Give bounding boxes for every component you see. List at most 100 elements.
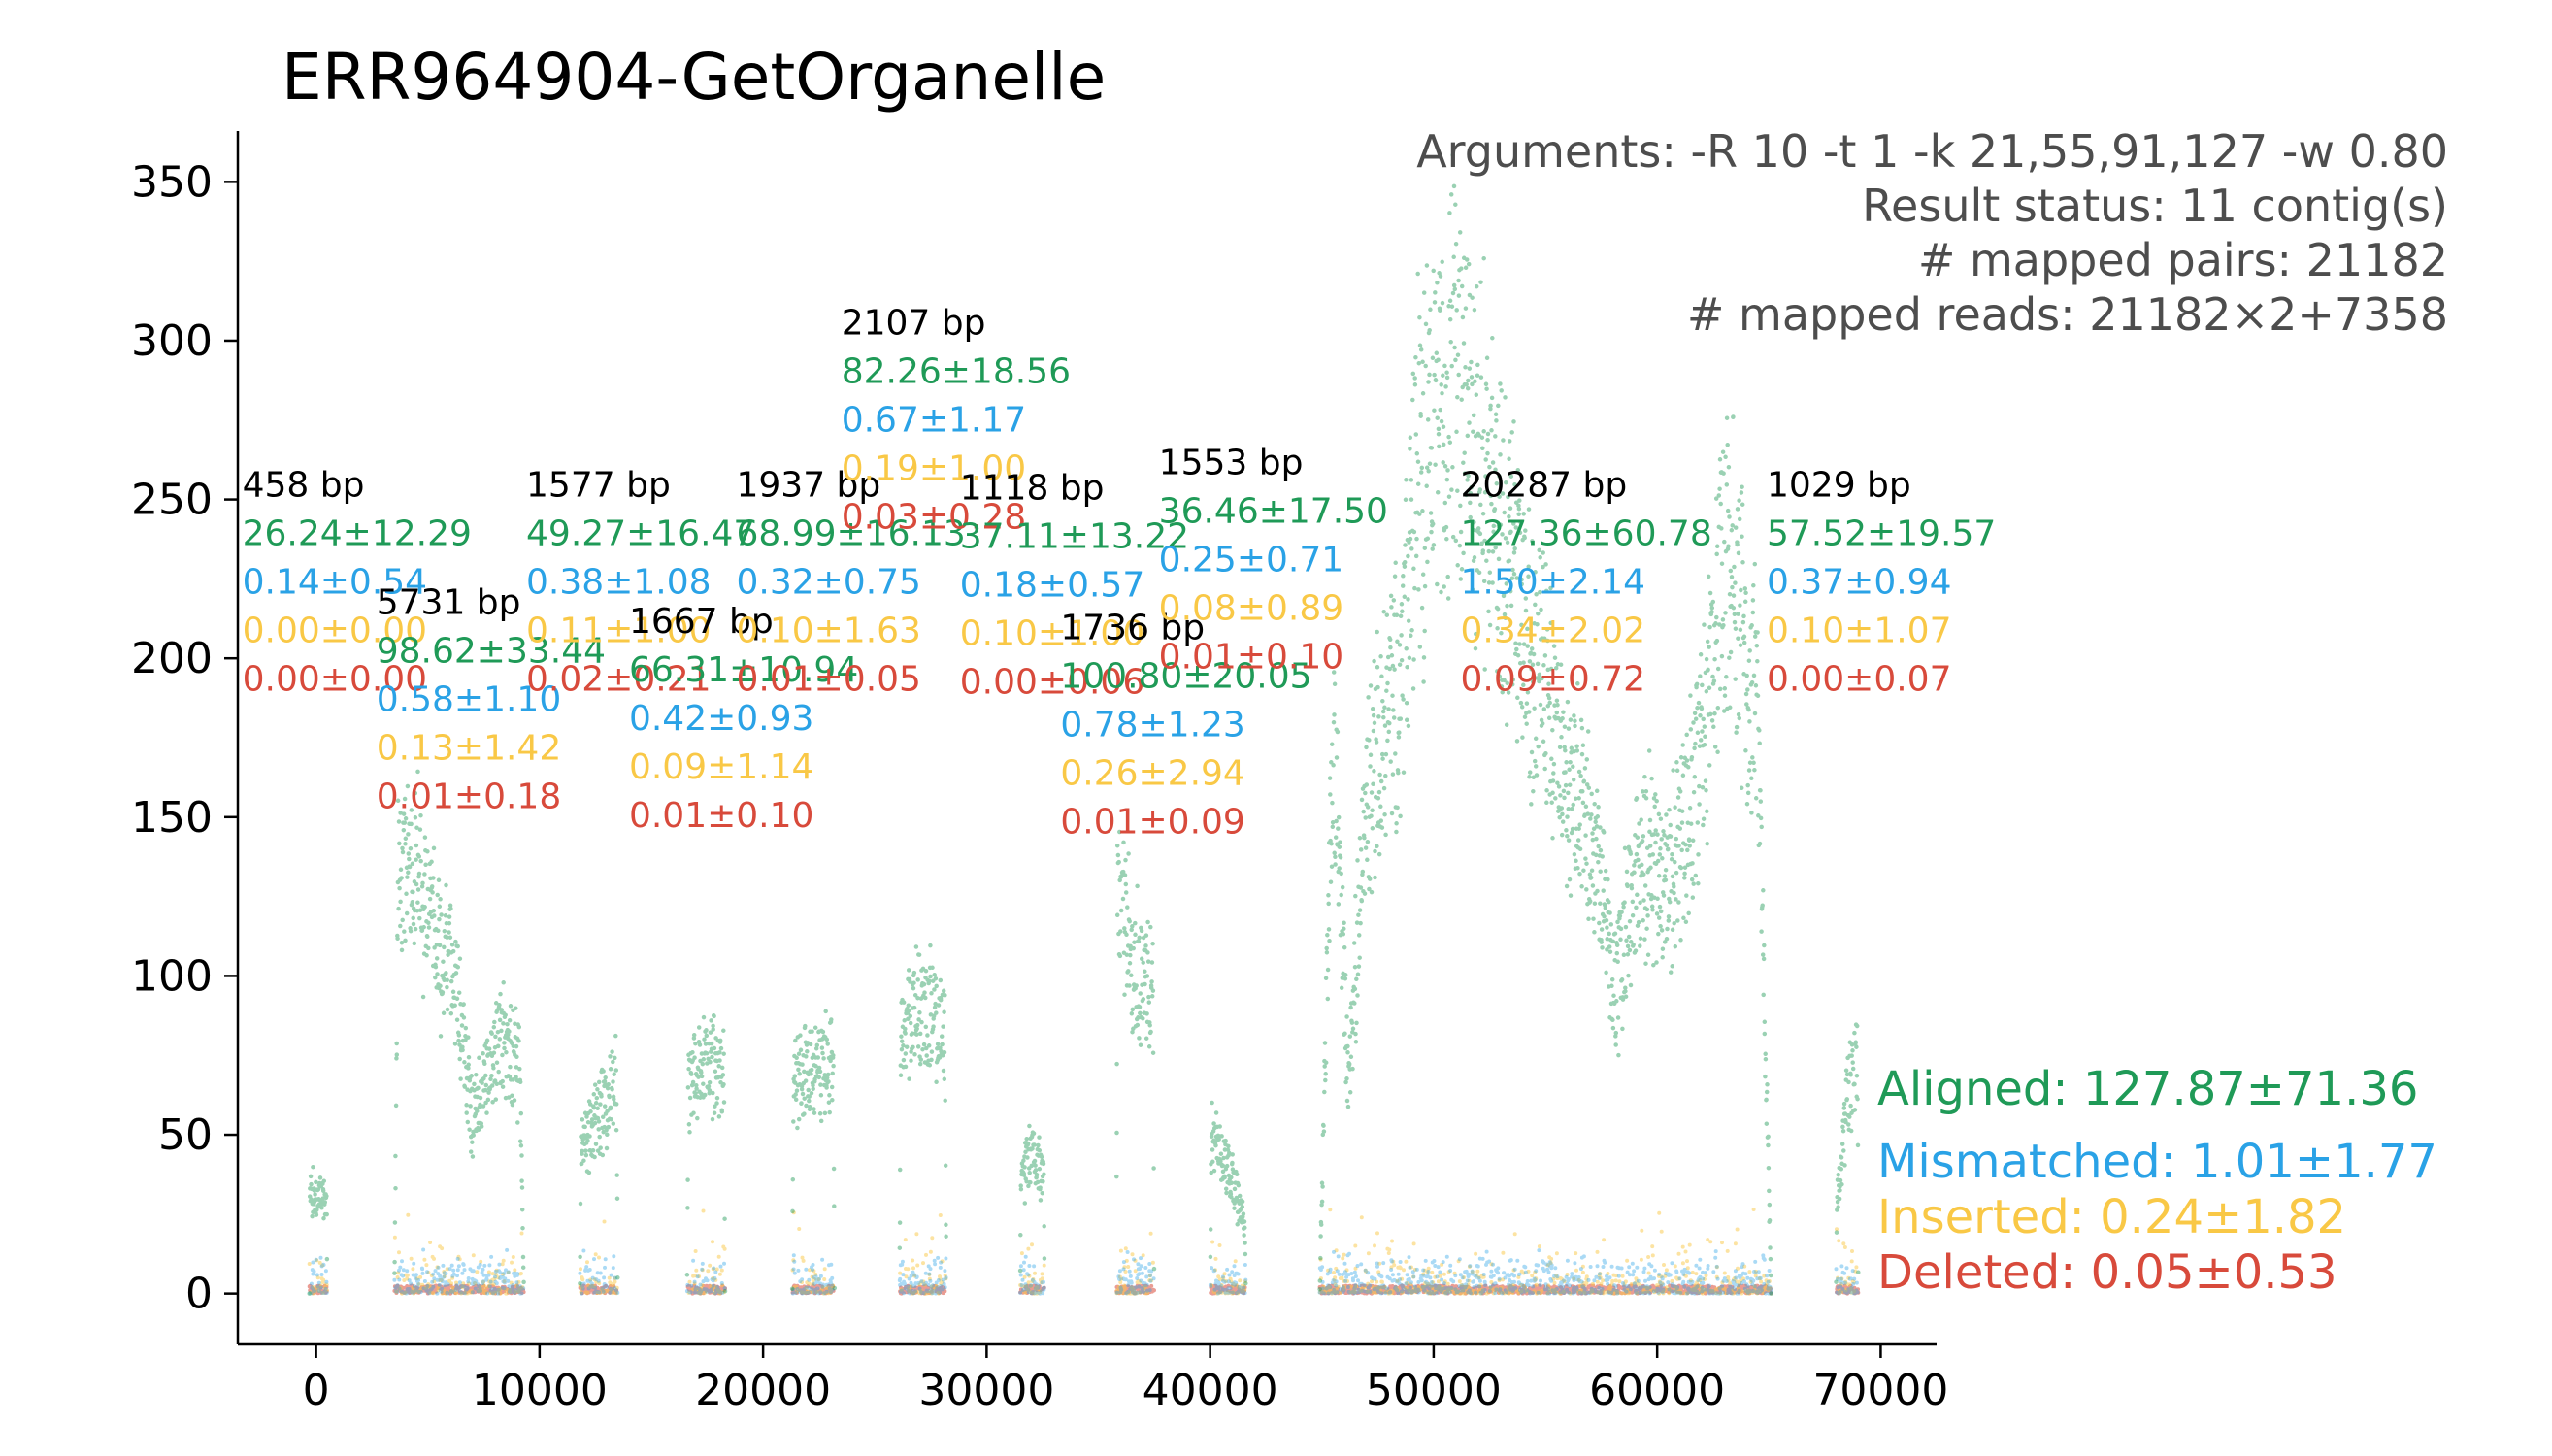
info-line: # mapped pairs: 21182 [1918,234,2448,286]
contig-mismatched-label: 0.14±0.54 [243,562,427,602]
contig-deleted-label: 0.02±0.21 [526,659,711,699]
contig-aligned-label: 100.80±20.05 [1060,657,1311,697]
inserted-points [790,1210,836,1296]
mismatched-points [897,1255,948,1296]
contig-inserted-label: 0.26±2.94 [1060,754,1244,794]
inserted-points [1210,1240,1247,1296]
inserted-points [1114,1231,1155,1296]
contig-labels: 458 bp 26.24±12.29 0.14±0.54 0.00±0.00 0.00±… [243,303,1997,842]
y-tick-label: 350 [131,157,213,207]
y-tick-label: 200 [131,634,213,683]
contig-length-label: 1553 bp [1159,443,1304,482]
contig-deleted-label: 0.00±0.00 [243,659,427,699]
contig-inserted-label: 0.10±1.00 [960,614,1144,654]
coverage-points [307,152,1861,1296]
legend-mismatched: Mismatched: 1.01±1.77 [1877,1135,2437,1189]
contig-length-label: 1667 bp [629,602,774,642]
contig-aligned-label: 68.99±16.13 [736,513,965,553]
contig-aligned-label: 36.46±17.50 [1159,491,1388,531]
info-block: Arguments: -R 10 -t 1 -k 21,55,91,127 -w… [1416,125,2448,341]
contig-deleted-label: 0.00±0.06 [960,663,1144,703]
contig-inserted-label: 0.34±2.02 [1461,611,1645,650]
x-tick-label: 20000 [695,1366,831,1415]
aligned-points [789,1009,838,1292]
contig-deleted-label: 0.00±0.07 [1767,659,1951,699]
axes: 0 50 100 150 200 250 300 350 0 10000 20000 30000 400… [131,131,1948,1415]
contig-length-label: 20287 bp [1461,465,1628,505]
contig-aligned-label: 57.52±19.57 [1767,513,1996,553]
mismatched-points [578,1248,620,1296]
contig-mismatched-label: 0.37±0.94 [1767,562,1951,602]
contig-length-label: 1029 bp [1767,465,1911,505]
inserted-points [578,1219,619,1296]
contig-deleted-label: 0.03±0.28 [842,497,1026,537]
contig-inserted-label: 0.10±1.63 [736,611,920,650]
contig-mismatched-label: 0.67±1.17 [842,400,1026,440]
contig-mismatched-label: 0.25±0.71 [1159,540,1343,579]
chart-title: ERR964904-GetOrganelle [282,40,1106,115]
info-line: Arguments: -R 10 -t 1 -k 21,55,91,127 -w… [1416,125,2448,178]
aligned-points [897,943,948,1250]
contig-points [392,769,526,1296]
contig-points [1834,1022,1861,1296]
contig-mismatched-label: 0.78±1.23 [1060,706,1244,745]
contig-aligned-label: 66.31±10.94 [629,650,858,690]
x-tick-label: 50000 [1366,1366,1502,1415]
x-tick-label: 70000 [1812,1366,1948,1415]
contig-points [684,1012,728,1296]
contig-aligned-label: 26.24±12.29 [243,513,472,553]
inserted-points [1317,1208,1773,1296]
y-tick-label: 0 [185,1270,213,1319]
inserted-points [307,1258,329,1296]
contig-length-label: 1577 bp [526,465,671,505]
inserted-points [1835,1227,1859,1296]
aligned-points [1208,1100,1248,1286]
contig-points [1317,152,1773,1296]
contig-mismatched-label: 0.42±0.93 [629,699,813,739]
y-tick-label: 300 [131,316,213,366]
mismatched-points [1018,1254,1046,1296]
contig-inserted-label: 0.19±1.00 [842,448,1026,488]
contig-deleted-label: 0.01±0.10 [629,796,813,836]
contig-length-label: 2107 bp [842,303,986,343]
contig-points [578,1033,620,1296]
contig-inserted-label: 0.10±1.07 [1767,611,1951,650]
contig-length-label: 1118 bp [960,469,1105,509]
contig-aligned-label: 98.62±33.44 [377,631,606,671]
contig-length-label: 1736 bp [1060,609,1205,648]
contig-inserted-label: 0.00±0.00 [243,611,427,650]
inserted-points [1018,1242,1046,1296]
contig-deleted-label: 0.01±0.18 [377,777,561,816]
mismatched-points [1317,1248,1773,1296]
info-line: # mapped reads: 21182×2+7358 [1687,288,2448,341]
aligned-points [392,769,526,1285]
contig-points [1017,1123,1047,1296]
contig-points [1114,829,1157,1296]
aligned-points [684,1012,728,1294]
x-tick-label: 30000 [918,1366,1054,1415]
contig-mismatched-label: 0.32±0.75 [736,562,920,602]
mismatched-points [684,1258,727,1296]
contig-mismatched-label: 0.58±1.10 [377,679,561,719]
contig-length-label: 1937 bp [736,465,880,505]
y-tick-label: 100 [131,951,213,1001]
y-tick-label: 50 [158,1110,213,1160]
mismatched-points [1834,1264,1860,1296]
aligned-points [1017,1123,1047,1274]
y-tick-label: 150 [131,793,213,843]
mismatched-points [308,1255,329,1296]
legend-aligned: Aligned: 127.87±71.36 [1877,1062,2418,1116]
contig-aligned-label: 82.26±18.56 [842,351,1071,391]
contig-length-label: 458 bp [243,465,365,505]
aligned-points [1317,152,1773,1296]
x-tick-label: 0 [303,1366,330,1415]
contig-aligned-label: 49.27±16.47 [526,513,755,553]
aligned-points [1114,829,1157,1272]
contig-aligned-label: 127.36±60.78 [1461,513,1712,553]
contig-inserted-label: 0.09±1.14 [629,747,813,787]
x-tick-label: 40000 [1143,1366,1278,1415]
legend-deleted: Deleted: 0.05±0.53 [1877,1245,2337,1300]
contig-deleted-label: 0.01±0.10 [1159,637,1343,677]
legend: Aligned: 127.87±71.36 Mismatched: 1.01±1.… [1877,1062,2437,1300]
